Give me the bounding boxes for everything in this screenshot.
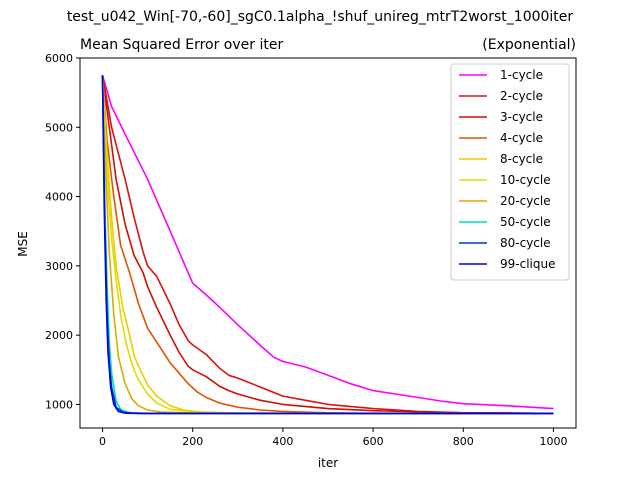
legend: 1-cycle 2-cycle 3-cycle 4-cycle 8-cycle 10-cy… (450, 63, 570, 281)
y-tick-label-0: 1000 (45, 398, 73, 411)
series-line-9 (101, 75, 554, 415)
x-tick-label-0: 0 (99, 435, 106, 448)
x-axis-label: iter (318, 456, 338, 470)
plot-area (101, 75, 554, 415)
x-axis: 0 200 400 600 800 1000 (99, 428, 567, 448)
y-axis: 1000 2000 3000 4000 5000 6000 (45, 52, 80, 411)
legend-label-5: 10-cycle (500, 173, 551, 187)
series-line-0 (101, 75, 554, 410)
x-tick-label-5: 1000 (539, 435, 567, 448)
legend-label-3: 4-cycle (500, 131, 543, 145)
legend-label-7: 50-cycle (500, 215, 551, 229)
chart-title-right: (Exponential) (482, 37, 576, 53)
legend-label-4: 8-cycle (500, 152, 543, 166)
series-line-3 (101, 75, 554, 415)
y-tick-label-5: 6000 (45, 52, 73, 65)
chart-suptitle: test_u042_Win[-70,-60]_sgC0.1alpha_!shuf… (67, 9, 574, 25)
x-tick-label-2: 400 (272, 435, 293, 448)
legend-label-9: 99-clique (500, 257, 555, 271)
series-line-2 (101, 75, 554, 415)
legend-label-0: 1-cycle (500, 68, 543, 82)
y-axis-label: MSE (16, 231, 30, 257)
y-tick-label-2: 3000 (45, 260, 73, 273)
x-tick-label-3: 600 (363, 435, 384, 448)
legend-label-6: 20-cycle (500, 194, 551, 208)
axes-frame (79, 57, 577, 429)
y-tick-label-1: 2000 (45, 329, 73, 342)
y-tick-label-3: 4000 (45, 191, 73, 204)
legend-label-8: 80-cycle (500, 236, 551, 250)
x-tick-label-1: 200 (182, 435, 203, 448)
legend-box (450, 63, 570, 281)
series-line-1 (101, 75, 554, 415)
legend-label-2: 3-cycle (500, 110, 543, 124)
x-tick-label-4: 800 (453, 435, 474, 448)
chart-title: Mean Squared Error over iter (80, 37, 283, 53)
series-line-5 (101, 75, 554, 415)
series-line-6 (101, 75, 554, 415)
legend-label-1: 2-cycle (500, 89, 543, 103)
y-tick-label-4: 5000 (45, 121, 73, 134)
